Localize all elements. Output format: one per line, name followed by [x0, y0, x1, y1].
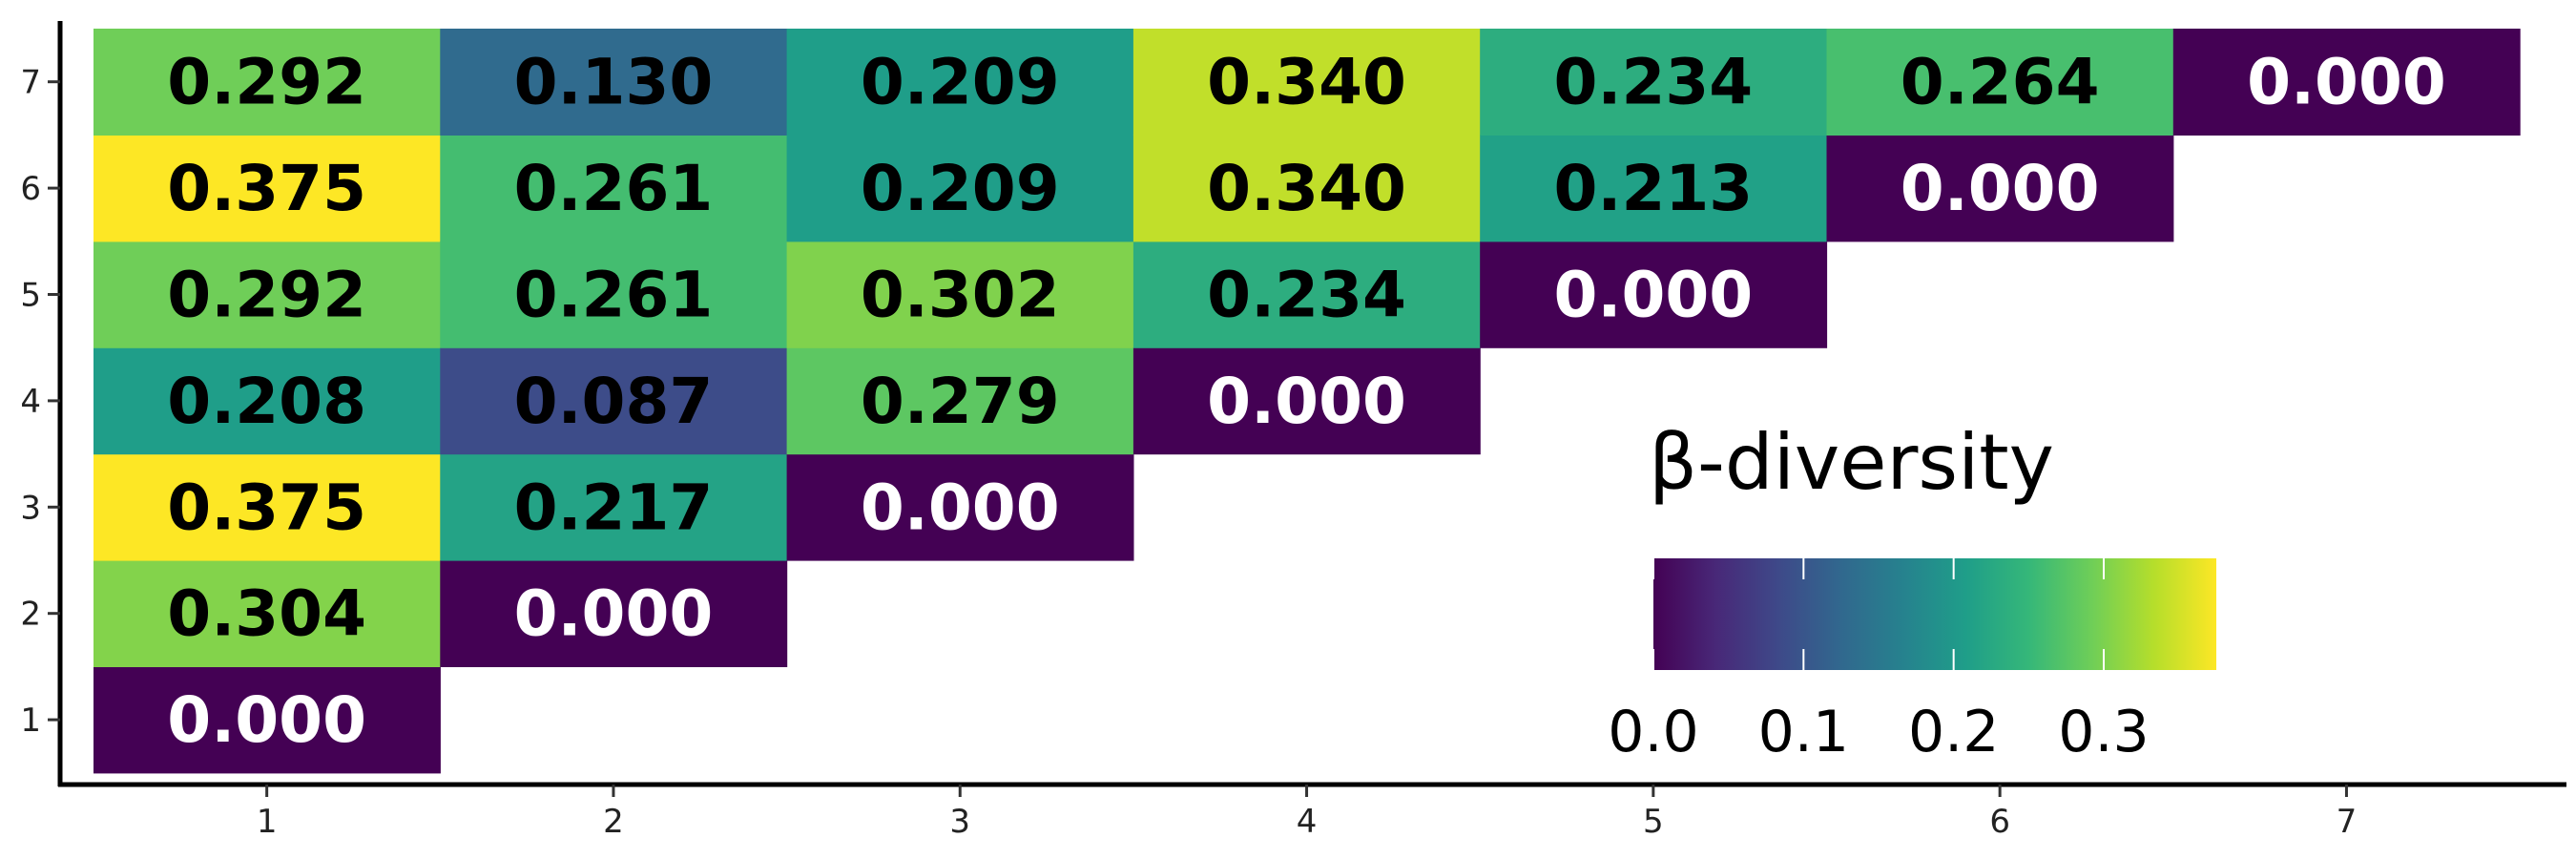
- legend-tick-label: 0.3: [2058, 699, 2149, 765]
- cell-value-label: 0.304: [167, 577, 366, 651]
- y-tick-label: 1: [20, 702, 41, 740]
- cell-value-label: 0.209: [861, 152, 1060, 225]
- cell-value-label: 0.213: [1553, 152, 1753, 225]
- heatmap-cell: [1480, 241, 1828, 348]
- cell-value-label: 0.340: [1207, 46, 1406, 119]
- cell-value-label: 0.000: [514, 577, 714, 651]
- heatmap-cell: [93, 453, 441, 561]
- x-tick-label: 7: [2337, 803, 2358, 841]
- heatmap-cell: [786, 135, 1134, 242]
- legend-title: β-diversity: [1649, 418, 2054, 507]
- legend-tick-label: 0.2: [1908, 699, 1999, 765]
- y-tick-label: 3: [20, 489, 41, 527]
- color-legend: β-diversity 0.0 0.1 0.2 0.3: [1608, 418, 2216, 765]
- x-tick-label: 1: [257, 803, 278, 841]
- x-tick-label: 3: [949, 803, 970, 841]
- heatmap-cell: [1480, 29, 1828, 136]
- heatmap-cell: [93, 135, 441, 242]
- cell-value-label: 0.208: [167, 365, 366, 438]
- cell-value-label: 0.087: [514, 365, 714, 438]
- x-tick-label: 4: [1297, 803, 1318, 841]
- legend-tick-label: 0.1: [1758, 699, 1849, 765]
- heatmap-cell: [1132, 135, 1481, 242]
- cell-value-label: 0.375: [167, 152, 366, 225]
- cell-value-label: 0.292: [167, 46, 366, 119]
- y-tick-label: 7: [20, 64, 41, 102]
- cell-value-label: 0.000: [1553, 259, 1753, 332]
- heatmap-cell: [440, 560, 788, 667]
- cell-value-label: 0.292: [167, 259, 366, 332]
- legend-tick-label: 0.0: [1608, 699, 1698, 765]
- heatmap-cell: [786, 241, 1134, 348]
- y-tick-label: 2: [20, 596, 41, 634]
- heatmap-cell: [93, 560, 441, 667]
- heatmap-cells: 0.000 0.304 0.375 0.208 0.292 0.375 0.292 0.000…: [93, 29, 2521, 774]
- cell-value-label: 0.375: [167, 471, 366, 544]
- heatmap-cell: [440, 453, 788, 561]
- heatmap-cell: [786, 29, 1134, 136]
- legend-colorbar: [1653, 558, 2216, 670]
- heatmap-cell: [786, 453, 1134, 561]
- cell-value-label: 0.130: [514, 46, 714, 119]
- heatmap-cell: [1480, 135, 1828, 242]
- cell-value-label: 0.234: [1207, 259, 1406, 332]
- cell-value-label: 0.340: [1207, 152, 1406, 225]
- heatmap-cell: [93, 666, 441, 774]
- cell-value-label: 0.000: [1901, 152, 2100, 225]
- y-tick-label: 4: [20, 383, 41, 421]
- x-tick-label: 6: [1989, 803, 2010, 841]
- heatmap-cell: [786, 347, 1134, 455]
- y-tick-label: 6: [20, 170, 41, 208]
- cell-value-label: 0.000: [167, 683, 366, 757]
- cell-value-label: 0.302: [861, 259, 1060, 332]
- axes: 1 2 3 4 5 6 7 1 2 3 4 5 6 7: [20, 21, 2566, 841]
- cell-value-label: 0.261: [514, 259, 714, 332]
- heatmap-cell: [2172, 29, 2521, 136]
- cell-value-label: 0.261: [514, 152, 714, 225]
- cell-value-label: 0.217: [514, 471, 714, 544]
- heatmap-cell: [440, 29, 788, 136]
- cell-value-label: 0.000: [2247, 46, 2446, 119]
- cell-value-label: 0.000: [861, 471, 1060, 544]
- cell-value-label: 0.234: [1553, 46, 1753, 119]
- heatmap-cell: [1132, 347, 1481, 455]
- heatmap-cell: [440, 135, 788, 242]
- heatmap-cell: [93, 29, 441, 136]
- heatmap-cell: [440, 241, 788, 348]
- heatmap-cell: [93, 347, 441, 455]
- x-tick-label: 2: [603, 803, 624, 841]
- cell-value-label: 0.264: [1901, 46, 2100, 119]
- x-tick-label: 5: [1643, 803, 1664, 841]
- heatmap-cell: [1826, 29, 2174, 136]
- heatmap-cell: [440, 347, 788, 455]
- cell-value-label: 0.279: [861, 365, 1060, 438]
- cell-value-label: 0.000: [1207, 365, 1406, 438]
- heatmap-cell: [1132, 29, 1481, 136]
- y-tick-label: 5: [20, 277, 41, 315]
- heatmap-cell: [93, 241, 441, 348]
- heatmap-cell: [1132, 241, 1481, 348]
- heatmap-cell: [1826, 135, 2174, 242]
- cell-value-label: 0.209: [861, 46, 1060, 119]
